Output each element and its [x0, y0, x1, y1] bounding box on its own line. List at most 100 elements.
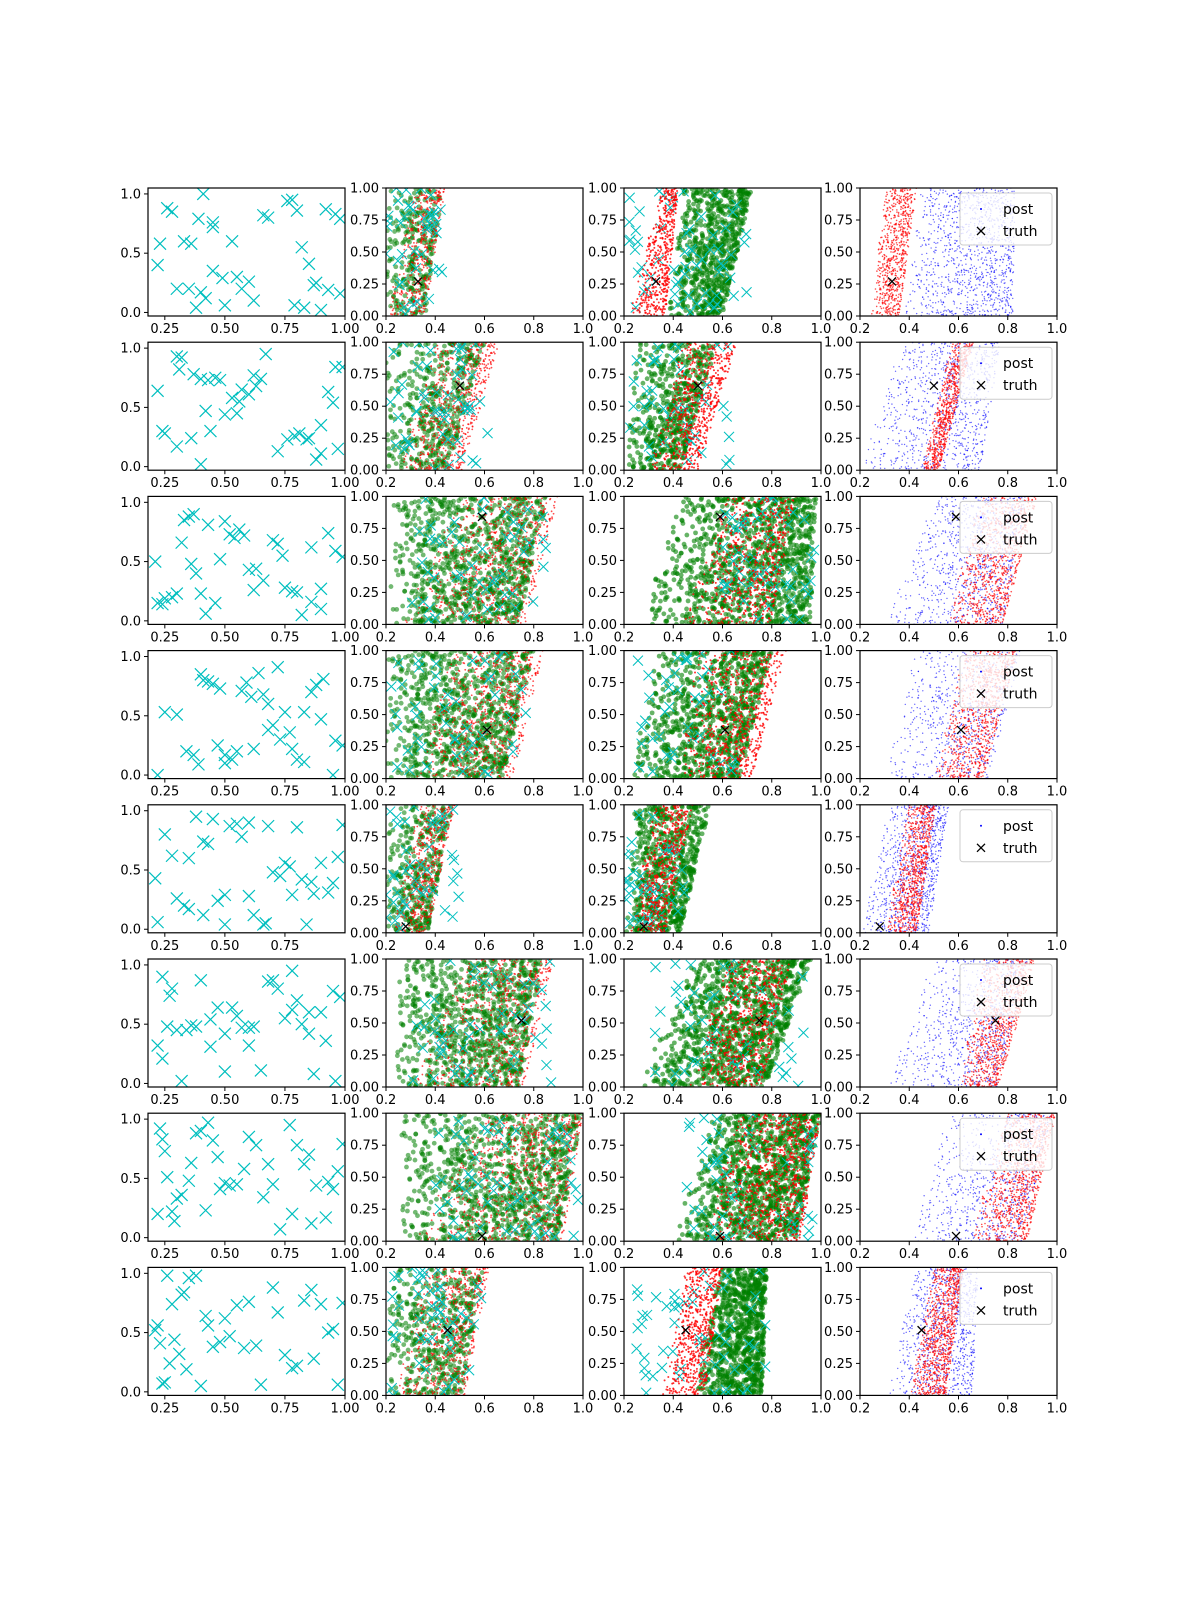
- red-point: [667, 286, 670, 289]
- post-point-blue: [928, 231, 930, 233]
- red-point: [663, 255, 666, 258]
- post-point-red: [894, 214, 896, 217]
- post-point-red: [889, 210, 892, 213]
- red-point: [433, 228, 436, 231]
- red-point: [664, 256, 667, 259]
- red-point: [669, 249, 672, 252]
- red-point: [447, 441, 450, 443]
- red-point: [409, 423, 412, 426]
- post-point-red: [904, 264, 907, 267]
- post-point-red: [892, 305, 895, 308]
- post-point-red: [910, 196, 913, 199]
- green-point: [719, 217, 725, 222]
- green-point: [399, 465, 404, 471]
- post-point-blue: [919, 274, 921, 276]
- red-point: [668, 213, 671, 216]
- post-point-blue: [989, 264, 991, 267]
- green-point: [699, 231, 705, 236]
- red-point: [456, 443, 459, 446]
- post-point-red: [893, 279, 896, 282]
- post-point-blue: [947, 309, 949, 311]
- red-point: [417, 463, 420, 466]
- red-point: [430, 202, 433, 205]
- y-tick-label: 0.50: [824, 246, 853, 261]
- red-point: [451, 419, 453, 422]
- post-point-blue: [910, 281, 912, 284]
- post-point-red: [901, 258, 904, 261]
- red-point: [638, 290, 641, 293]
- green-point: [393, 461, 399, 466]
- red-point: [659, 263, 662, 266]
- post-point-red: [891, 208, 894, 211]
- post-point-red: [881, 300, 884, 302]
- red-point: [656, 205, 659, 208]
- red-point: [408, 282, 410, 284]
- post-point-red: [904, 261, 907, 264]
- post-point-blue: [941, 276, 943, 278]
- red-point: [406, 221, 409, 224]
- post-point-blue: [958, 203, 960, 205]
- red-point: [675, 198, 678, 201]
- green-point: [422, 404, 428, 410]
- post-point-blue: [996, 286, 999, 288]
- post-point-red: [909, 197, 911, 200]
- green-point: [733, 211, 739, 217]
- post-point-blue: [946, 260, 949, 262]
- red-point: [671, 221, 674, 224]
- sample-marker: [213, 373, 227, 387]
- red-point: [426, 257, 429, 260]
- green-point: [402, 215, 407, 221]
- red-point: [658, 291, 661, 294]
- red-point: [664, 244, 667, 247]
- post-point-blue: [990, 304, 992, 306]
- post-point-blue: [956, 226, 958, 229]
- post-point-blue: [1011, 308, 1013, 310]
- red-point: [418, 200, 420, 203]
- green-point: [386, 453, 392, 458]
- red-point: [667, 211, 670, 214]
- red-point: [478, 365, 480, 367]
- post-point-red: [896, 288, 899, 291]
- post-point-red: [903, 204, 905, 207]
- green-point: [699, 198, 704, 204]
- green-point: [430, 195, 435, 201]
- green-point: [418, 374, 423, 380]
- post-point-red: [878, 302, 880, 304]
- red-point: [651, 266, 654, 269]
- red-point: [674, 192, 677, 195]
- post-point-blue: [951, 225, 954, 228]
- x-tick-label: 0.50: [210, 322, 239, 337]
- post-point-red: [889, 264, 891, 267]
- post-point-blue: [926, 197, 928, 199]
- post-point-blue: [968, 248, 970, 251]
- red-point: [666, 289, 669, 292]
- red-point: [665, 215, 668, 218]
- post-point-red: [896, 194, 899, 196]
- green-point: [409, 342, 414, 348]
- x-tick-label: 1.00: [331, 322, 360, 337]
- red-point: [428, 242, 431, 245]
- post-point-red: [895, 258, 897, 261]
- post-point-blue: [973, 265, 975, 267]
- post-point-blue: [991, 298, 993, 301]
- red-point: [419, 201, 422, 204]
- red-point: [429, 427, 432, 430]
- post-point-blue: [953, 303, 956, 305]
- post-point-blue: [1007, 249, 1009, 252]
- red-point: [659, 308, 662, 311]
- post-point-red: [887, 311, 890, 313]
- post-point-red: [904, 231, 907, 233]
- red-point: [428, 464, 430, 467]
- red-point: [423, 196, 426, 199]
- cyan-marker: [431, 227, 442, 239]
- post-point-blue: [991, 281, 994, 283]
- red-point: [434, 246, 437, 248]
- red-point: [418, 306, 421, 308]
- green-point: [390, 355, 396, 360]
- red-point: [649, 284, 652, 287]
- cyan-marker: [704, 244, 716, 255]
- red-point: [477, 411, 480, 414]
- red-point: [646, 312, 649, 315]
- red-point: [490, 344, 493, 347]
- post-point-blue: [969, 289, 971, 292]
